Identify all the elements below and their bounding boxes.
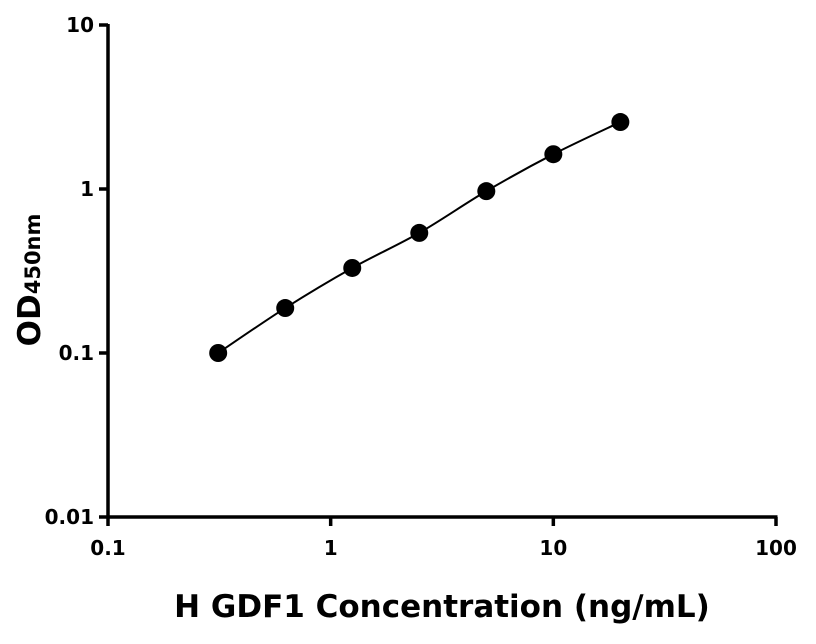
x-tick-label: 10: [539, 536, 567, 560]
x-tick-label: 0.1: [90, 536, 125, 560]
data-point: [343, 258, 362, 277]
x-tick-label: 100: [755, 536, 797, 560]
data-point: [544, 145, 563, 164]
data-point: [477, 182, 496, 201]
y-tick-label: 0.01: [45, 505, 94, 529]
y-axis-label-main: OD: [12, 294, 48, 346]
data-point: [611, 113, 630, 132]
data-point: [276, 299, 295, 318]
y-tick-label: 0.1: [59, 341, 94, 365]
x-axis-label: H GDF1 Concentration (ng/mL): [174, 589, 710, 625]
y-tick-label: 1: [80, 177, 94, 201]
data-point: [410, 223, 429, 242]
y-tick-label: 10: [66, 13, 94, 37]
y-axis-label: OD450nm: [12, 214, 48, 347]
y-axis-label-sub: 450nm: [21, 214, 45, 295]
data-point: [209, 344, 228, 362]
x-tick-label: 1: [324, 536, 338, 560]
